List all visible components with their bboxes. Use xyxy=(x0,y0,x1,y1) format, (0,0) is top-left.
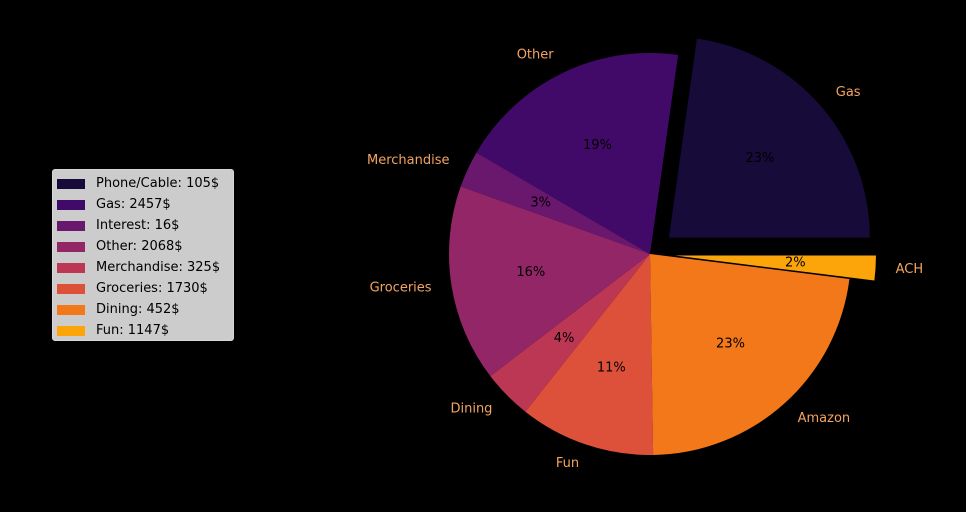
legend-swatch xyxy=(57,283,85,294)
legend-swatch xyxy=(57,220,85,231)
legend-item: Phone/Cable: 105$ xyxy=(57,173,233,194)
chart-legend: Phone/Cable: 105$ Gas: 2457$ Interest: 1… xyxy=(52,169,234,341)
legend-item: Interest: 16$ xyxy=(57,215,233,236)
legend-swatch xyxy=(57,262,85,273)
legend-label: Interest: 16$ xyxy=(96,218,180,233)
slice-category-label: Amazon xyxy=(798,411,851,426)
slice-percent-label: 23% xyxy=(745,151,774,166)
legend-item: Gas: 2457$ xyxy=(57,194,233,215)
legend-label: Groceries: 1730$ xyxy=(96,281,208,296)
legend-item: Groceries: 1730$ xyxy=(57,278,233,299)
pie-slice xyxy=(674,255,876,281)
slice-category-label: Groceries xyxy=(370,281,432,296)
legend-swatch xyxy=(57,304,85,315)
slice-percent-label: 2% xyxy=(785,256,806,271)
slice-category-label: Fun xyxy=(556,456,579,471)
legend-swatch xyxy=(57,241,85,252)
slice-percent-label: 11% xyxy=(597,361,626,376)
pie-slice xyxy=(460,152,650,254)
slice-percent-label: 16% xyxy=(516,265,545,280)
legend-label: Phone/Cable: 105$ xyxy=(96,176,220,191)
slice-percent-label: 19% xyxy=(583,138,612,153)
slice-category-label: Gas xyxy=(836,85,861,100)
pie-slice xyxy=(525,254,654,455)
pie-slice xyxy=(449,186,650,377)
legend-item: Dining: 452$ xyxy=(57,299,233,320)
pie-slice xyxy=(650,254,850,455)
legend-swatch xyxy=(57,178,85,189)
legend-label: Dining: 452$ xyxy=(96,302,180,317)
pie-slice xyxy=(668,38,870,238)
slice-percent-label: 3% xyxy=(530,196,551,211)
slice-category-label: Other xyxy=(517,48,555,63)
legend-swatch xyxy=(57,199,85,210)
legend-label: Other: 2068$ xyxy=(96,239,183,254)
slice-category-label: Merchandise xyxy=(367,153,450,168)
legend-label: Fun: 1147$ xyxy=(96,323,170,338)
legend-swatch xyxy=(57,325,85,336)
slice-category-label: ACH xyxy=(896,262,924,277)
legend-item: Merchandise: 325$ xyxy=(57,257,233,278)
legend-label: Gas: 2457$ xyxy=(96,197,171,212)
legend-label: Merchandise: 325$ xyxy=(96,260,221,275)
legend-item: Other: 2068$ xyxy=(57,236,233,257)
slice-percent-label: 4% xyxy=(554,331,575,346)
slice-percent-label: 23% xyxy=(716,336,745,351)
pie-slice xyxy=(490,254,650,412)
pie-slice xyxy=(476,53,679,255)
legend-item: Fun: 1147$ xyxy=(57,320,233,341)
slice-category-label: Dining xyxy=(450,402,492,417)
